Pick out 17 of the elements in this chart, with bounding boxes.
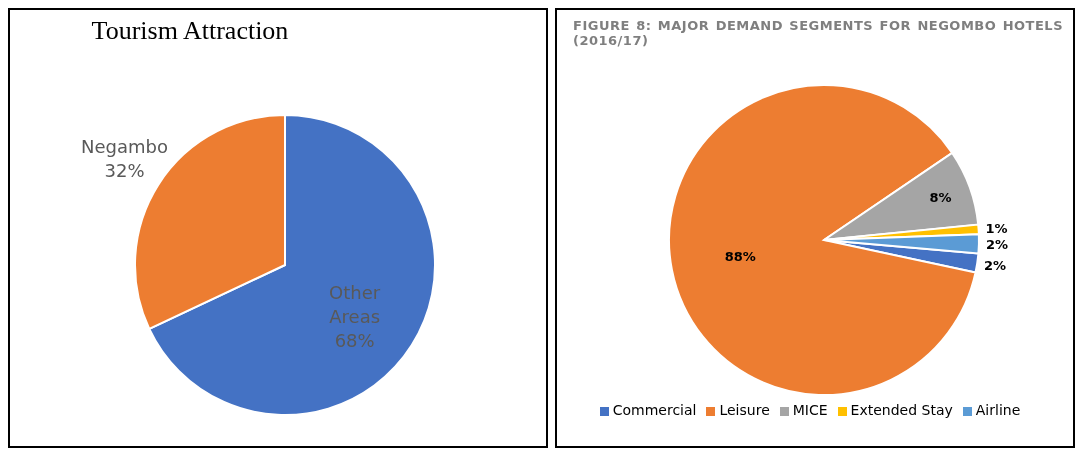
legend-label: Airline xyxy=(975,402,1021,418)
legend-label: Leisure xyxy=(719,402,770,418)
data-label: 2% xyxy=(985,236,1008,252)
data-label: 8% xyxy=(929,190,952,206)
data-label: 88% xyxy=(724,248,756,264)
data-label: 2% xyxy=(984,258,1007,274)
legend-label: MICE xyxy=(792,402,828,418)
pie-slice xyxy=(668,84,977,396)
data-label: 68% xyxy=(334,330,375,352)
slice-label: Other Areas xyxy=(329,282,381,328)
legend-label: Commercial xyxy=(612,402,697,418)
legend-label: Extended Stay xyxy=(850,402,953,418)
slice-label: Negambo xyxy=(81,136,169,158)
chart-title: FIGURE 8: MAJOR DEMAND SEGMENTS FOR NEGOMBO HOTELS (2016/17) xyxy=(573,18,1063,48)
data-label: 1% xyxy=(985,220,1008,236)
chart-title: Tourism Attraction xyxy=(90,16,290,46)
data-label: 32% xyxy=(104,160,145,182)
